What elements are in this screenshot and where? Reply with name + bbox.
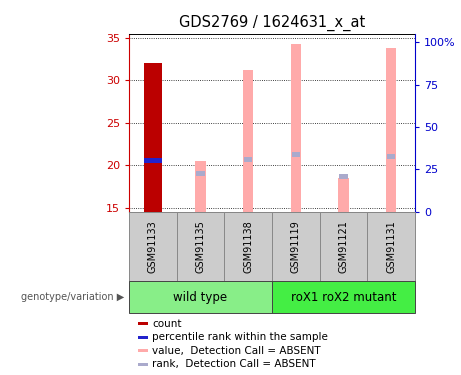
Bar (129, 281, 272, 313)
Bar (243, 70, 254, 212)
Bar (129, 212, 177, 281)
Bar (339, 174, 348, 178)
Bar (387, 154, 396, 159)
Title: GDS2769 / 1624631_x_at: GDS2769 / 1624631_x_at (179, 15, 365, 31)
Text: value,  Detection Call = ABSENT: value, Detection Call = ABSENT (152, 346, 321, 356)
Bar (225, 212, 272, 281)
Bar (138, 322, 148, 325)
Bar (338, 178, 349, 212)
Bar (291, 152, 300, 157)
Bar (144, 158, 162, 162)
Bar (319, 212, 367, 281)
Bar (244, 157, 253, 162)
Text: GSM91135: GSM91135 (195, 220, 206, 273)
Text: genotype/variation ▶: genotype/variation ▶ (21, 292, 124, 302)
Bar (138, 336, 148, 339)
Text: GSM91119: GSM91119 (291, 220, 301, 273)
Text: rank,  Detection Call = ABSENT: rank, Detection Call = ABSENT (152, 360, 316, 369)
Text: percentile rank within the sample: percentile rank within the sample (152, 332, 328, 342)
Text: GSM91121: GSM91121 (338, 220, 349, 273)
Bar (138, 349, 148, 352)
Bar (272, 281, 415, 313)
Bar (195, 161, 206, 212)
Text: count: count (152, 319, 182, 328)
Bar (290, 44, 301, 212)
Text: roX1 roX2 mutant: roX1 roX2 mutant (291, 291, 396, 304)
Text: GSM91131: GSM91131 (386, 220, 396, 273)
Text: wild type: wild type (173, 291, 228, 304)
Bar (272, 212, 319, 281)
Bar (196, 171, 205, 176)
Bar (367, 212, 415, 281)
Text: GSM91138: GSM91138 (243, 220, 253, 273)
Bar (138, 363, 148, 366)
Text: GSM91133: GSM91133 (148, 220, 158, 273)
Bar (144, 63, 162, 212)
Bar (386, 48, 396, 212)
Bar (177, 212, 225, 281)
